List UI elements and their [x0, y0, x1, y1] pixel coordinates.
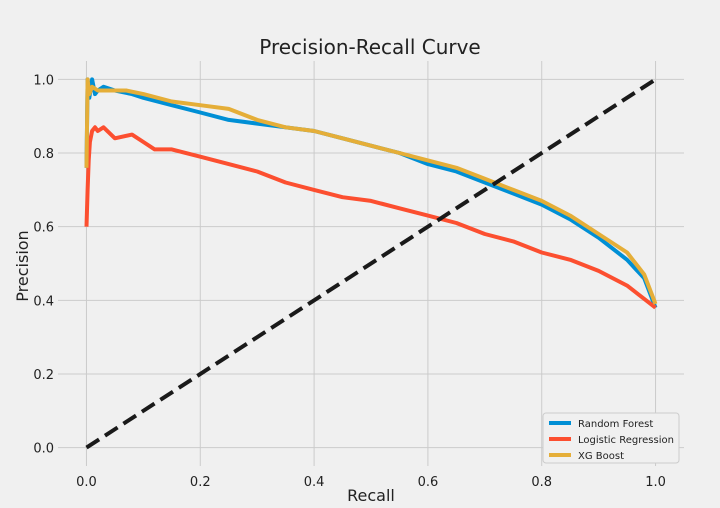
y-tick-label: 0.4 — [33, 294, 54, 309]
y-tick-label: 0.6 — [33, 221, 54, 236]
baseline-diagonal-line — [85, 77, 657, 450]
x-axis-label: Recall — [347, 486, 395, 504]
y-tick-label: 0.2 — [33, 368, 54, 383]
x-tick-label: 0.8 — [531, 475, 552, 490]
legend: Random Forest Logistic Regression XG Boost — [542, 412, 680, 464]
legend-entries: Random Forest Logistic Regression XG Boost — [549, 419, 674, 462]
series-line — [84, 77, 658, 305]
tick-labels: 0.0 0.2 0.4 0.6 0.8 1.0 0.0 0.2 0.4 0.6 0.8 1.0 — [33, 73, 666, 490]
legend-label: Random Forest — [578, 419, 653, 430]
series-line — [84, 125, 657, 310]
series-lines — [84, 77, 658, 450]
x-tick-label: 0.4 — [304, 475, 325, 490]
legend-label: Logistic Regression — [578, 435, 674, 446]
legend-label: XG Boost — [578, 451, 624, 462]
x-tick-label: 0.6 — [418, 475, 439, 490]
y-tick-label: 0.8 — [33, 147, 54, 162]
y-axis-label: Precision — [13, 230, 32, 301]
x-tick-label: 1.0 — [645, 475, 666, 490]
legend-box — [542, 412, 680, 464]
y-tick-label: 1.0 — [33, 73, 54, 88]
x-tick-label: 0.2 — [190, 475, 211, 490]
chart-title: Precision-Recall Curve — [259, 35, 480, 59]
y-tick-label: 0.0 — [33, 442, 54, 457]
x-tick-label: 0.0 — [76, 475, 97, 490]
